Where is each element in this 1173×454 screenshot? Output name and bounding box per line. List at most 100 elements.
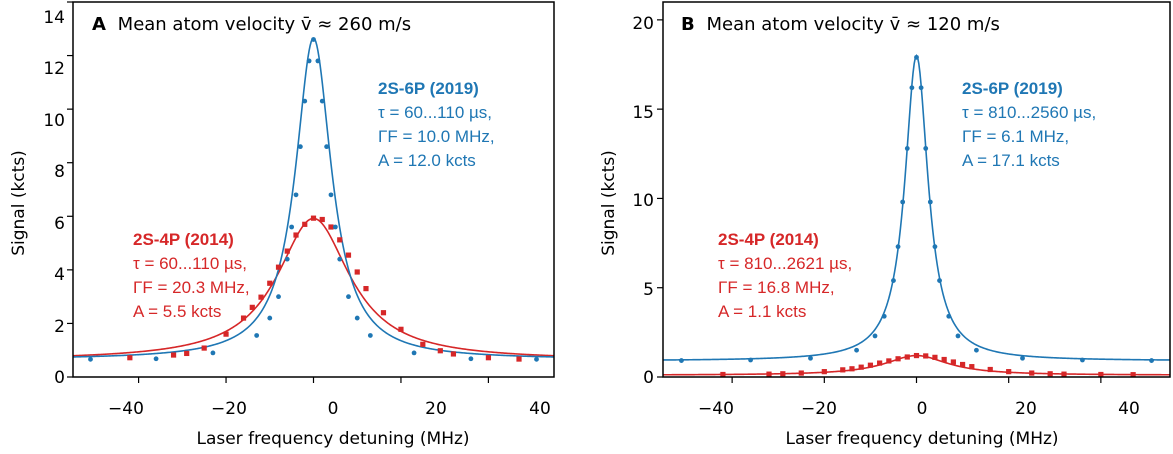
annotation-line: 2S-6P (2019): [378, 79, 479, 98]
data-point-square: [895, 356, 901, 362]
x-tick-label: −20: [211, 399, 247, 419]
panel-b-chart: Signal (kcts) Laser frequency detuning (…: [599, 1, 1171, 449]
data-point-square: [1130, 372, 1136, 378]
annotation-line: A = 17.1 kcts: [962, 151, 1060, 170]
panel-a-plot-area: [67, 1, 555, 383]
data-point-square: [267, 280, 273, 286]
data-point-circle: [276, 294, 281, 300]
data-point-square: [877, 360, 883, 366]
data-point-circle: [315, 58, 321, 64]
data-point-circle: [923, 146, 929, 151]
annotation-line: 2S-4P (2014): [133, 230, 234, 249]
data-point-circle: [909, 85, 915, 91]
annotation-line: A = 5.5 kcts: [133, 302, 221, 321]
panel-b-x-axis: −40 −20 0 20 40: [698, 399, 1140, 419]
data-point-circle: [311, 37, 316, 42]
data-point-square: [516, 356, 522, 362]
data-point-square: [959, 361, 966, 368]
data-point-square: [950, 359, 956, 365]
data-point-square: [821, 369, 827, 375]
data-point-square: [398, 326, 404, 332]
data-point-circle: [324, 144, 330, 150]
data-point-square: [345, 252, 352, 258]
data-point-circle: [808, 355, 813, 361]
data-point-square: [437, 348, 443, 354]
data-point-circle: [354, 315, 360, 321]
x-tick-label: −20: [801, 399, 837, 419]
data-point-circle: [881, 313, 887, 319]
y-tick-label: 2: [54, 317, 65, 337]
data-point-square: [780, 371, 786, 377]
data-point-square: [258, 294, 264, 300]
panel-b-ylabel: Signal (kcts): [599, 150, 619, 256]
data-point-square: [223, 331, 229, 337]
x-tick-label: 0: [328, 399, 339, 419]
data-point-circle: [534, 356, 539, 362]
annotation-2s6p: 2S-6P (2019) τ = 810...2560 µs, ΓF = 6.1…: [962, 79, 1101, 170]
data-point-circle: [854, 347, 859, 353]
data-point-circle: [679, 358, 684, 363]
panel-a-chart: Signal (kcts) Laser frequency detuning (…: [9, 1, 555, 449]
y-tick-label: 10: [632, 191, 654, 211]
data-point-square: [941, 356, 947, 363]
data-point-circle: [872, 333, 878, 339]
data-point-circle: [927, 199, 933, 205]
data-point-circle: [367, 333, 373, 338]
panel-b-title: B Mean atom velocity v̄ ≈ 120 m/s: [681, 14, 1000, 35]
data-point-circle: [337, 256, 343, 262]
data-point-square: [904, 354, 910, 360]
x-tick-label: 20: [425, 399, 447, 419]
annotation-line: 2S-4P (2014): [718, 230, 819, 249]
data-point-circle: [302, 98, 308, 104]
data-point-square: [867, 362, 874, 368]
data-point-circle: [1149, 358, 1154, 363]
x-tick-label: 0: [917, 399, 928, 419]
annotation-line: τ = 60...110 µs,: [133, 254, 247, 273]
data-point-circle: [904, 146, 910, 151]
data-point-square: [798, 370, 804, 376]
data-point-circle: [297, 144, 303, 150]
data-point-circle: [306, 58, 312, 64]
panel-a-title: A Mean atom velocity v̄ ≈ 260 m/s: [92, 14, 411, 35]
x-tick-label: −40: [698, 399, 734, 419]
data-point-square: [328, 224, 334, 230]
data-point-square: [969, 364, 975, 370]
data-point-square: [184, 350, 190, 357]
data-point-square: [249, 304, 255, 310]
panel-a-ylabel: Signal (kcts): [9, 150, 29, 256]
data-point-square: [240, 315, 247, 321]
data-point-circle: [946, 313, 952, 319]
x-tick-label: 20: [1015, 399, 1037, 419]
data-point-circle: [346, 294, 351, 300]
data-point-square: [840, 367, 846, 373]
panel-a-y-axis: 0 2 4 6 8 10 12 14: [43, 8, 65, 388]
annotation-2s4p: 2S-4P (2014) τ = 810...2621 µs, ΓF = 16.…: [718, 230, 857, 321]
data-point-circle: [974, 347, 979, 353]
data-point-square: [302, 221, 308, 227]
data-point-circle: [932, 244, 938, 250]
x-tick-label: 40: [1118, 399, 1140, 419]
y-tick-label: 8: [54, 162, 65, 182]
data-point-square: [932, 354, 938, 360]
data-point-square: [858, 364, 864, 370]
annotation-line: ΓF = 20.3 MHz,: [133, 278, 250, 297]
data-point-circle: [900, 199, 906, 205]
data-point-circle: [914, 54, 919, 60]
data-point-square: [1047, 371, 1053, 377]
data-point-square: [319, 216, 325, 223]
panel-letter: A: [92, 14, 106, 35]
panel-title-text: Mean atom velocity v̄ ≈ 120 m/s: [706, 14, 999, 35]
data-point-square: [293, 232, 299, 238]
data-point-square: [284, 248, 290, 254]
data-point-square: [363, 286, 369, 292]
data-point-circle: [284, 256, 290, 262]
y-tick-label: 0: [643, 368, 654, 388]
data-point-square: [310, 215, 317, 221]
data-point-circle: [267, 315, 273, 321]
data-point-square: [1006, 369, 1012, 375]
data-point-square: [1098, 371, 1104, 378]
data-point-circle: [1080, 357, 1085, 363]
data-point-square: [1061, 371, 1067, 377]
annotation-line: τ = 60...110 µs,: [378, 103, 492, 122]
data-point-square: [450, 351, 457, 357]
